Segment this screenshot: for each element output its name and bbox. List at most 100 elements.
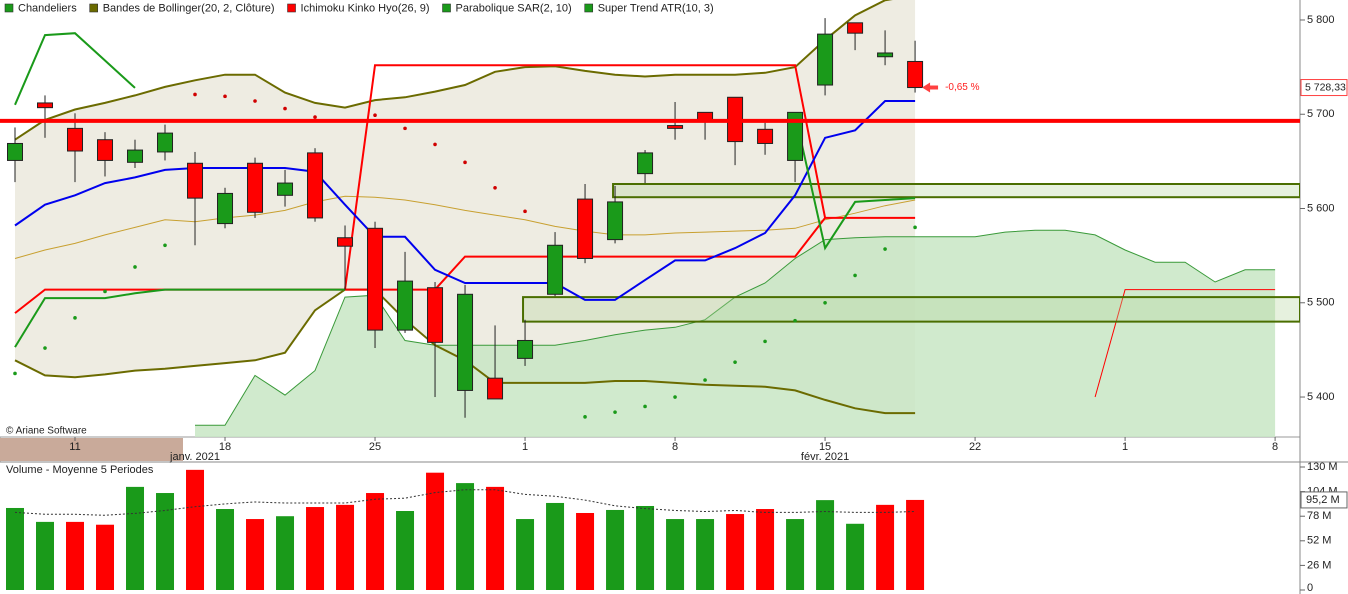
volume-bar xyxy=(786,519,805,590)
sar-dot xyxy=(793,318,797,323)
x-tick-label: 8 xyxy=(1272,441,1278,453)
volume-bar xyxy=(816,500,835,590)
candle-body xyxy=(427,287,444,343)
y-tick-label: 78 M xyxy=(1307,510,1331,522)
y-tick-label: 5 800 xyxy=(1307,14,1335,26)
candle-body xyxy=(817,33,834,86)
sar-dot xyxy=(223,94,227,99)
volume-bar xyxy=(36,521,55,590)
sar-dot xyxy=(673,395,677,399)
volume-bar xyxy=(696,519,715,590)
volume-bar xyxy=(876,504,895,590)
candle-body xyxy=(217,192,234,225)
candle-body xyxy=(277,182,294,196)
span-b-line xyxy=(1094,289,1276,398)
volume-bar xyxy=(576,512,595,590)
sar-dot xyxy=(463,160,467,165)
sar-dot xyxy=(193,92,197,97)
candle-body xyxy=(337,237,354,247)
candle-body xyxy=(667,125,684,129)
candle-body xyxy=(547,244,564,295)
candle-body xyxy=(577,198,594,259)
x-tick-label: 25 xyxy=(369,441,381,453)
y-tick-label: 5 600 xyxy=(1307,202,1335,214)
volume-bar xyxy=(276,516,295,590)
sar-dot xyxy=(253,99,257,103)
volume-bar xyxy=(906,499,925,590)
volume-bar xyxy=(366,493,385,590)
candle-body xyxy=(127,149,144,163)
legend-label: Parabolique SAR(2, 10) xyxy=(456,2,572,14)
last-volume-box xyxy=(1300,491,1348,509)
candle-body xyxy=(607,201,624,241)
change-label: -0,65 % xyxy=(945,82,980,93)
x-tick-label: 8 xyxy=(672,441,678,453)
sar-dot xyxy=(583,415,587,419)
x-tick-label: 18 xyxy=(219,441,231,453)
volume-bar xyxy=(726,514,745,590)
sar-dot xyxy=(643,404,647,409)
candle-body xyxy=(187,162,204,199)
sar-dot xyxy=(163,243,167,248)
ichimoku-chikou xyxy=(344,64,827,290)
legend-label: Super Trend ATR(10, 3) xyxy=(598,2,714,14)
volume-bar xyxy=(186,469,205,590)
candle-body xyxy=(307,152,324,219)
volume-bar xyxy=(846,523,865,590)
candle-body xyxy=(7,142,24,161)
zone xyxy=(612,183,1300,199)
legend-swatch xyxy=(442,3,451,13)
bollinger-fill xyxy=(15,0,916,414)
sar-dot xyxy=(733,360,737,364)
volume-bar xyxy=(336,504,355,590)
month-label: janv. 2021 xyxy=(169,451,220,463)
x-tick-label: 11 xyxy=(69,441,80,453)
last-price-box xyxy=(1300,79,1348,97)
volume-bar xyxy=(546,502,565,590)
volume-bar xyxy=(456,483,475,590)
sar-dot xyxy=(853,273,857,278)
volume-pane xyxy=(6,469,925,590)
sar-dot xyxy=(613,410,617,414)
last-volume-label: 95,2 M xyxy=(1306,494,1340,506)
zone xyxy=(522,296,1300,323)
sar-dot xyxy=(403,126,407,131)
volume-bar xyxy=(126,486,145,590)
x-tick-label: 22 xyxy=(969,441,981,453)
volume-bar xyxy=(756,509,775,590)
volume-bar xyxy=(516,519,535,590)
legend-label: Ichimoku Kinko Hyo(26, 9) xyxy=(301,2,430,14)
sar-dot xyxy=(763,339,767,344)
candle-body xyxy=(67,127,84,152)
price-pane xyxy=(0,0,1300,437)
candle-body xyxy=(247,162,264,213)
sar-dot xyxy=(913,225,917,230)
candle-body xyxy=(787,111,804,161)
labels: © Ariane Software Volume - Moyenne 5 Per… xyxy=(4,2,1348,594)
y-tick-label: 5 400 xyxy=(1307,391,1335,403)
candle-body xyxy=(847,22,864,34)
volume-bar xyxy=(486,486,505,590)
candle-body xyxy=(907,60,924,89)
sar-dot xyxy=(373,113,377,117)
candle-body xyxy=(37,102,54,109)
x-tick-label: 15 xyxy=(819,441,831,453)
volume-bar xyxy=(216,509,235,590)
sar-dot xyxy=(43,346,47,350)
y-tick-label: 0 xyxy=(1307,582,1313,594)
copyright: © Ariane Software xyxy=(6,426,87,437)
candle-body xyxy=(157,132,174,153)
sar-dot xyxy=(133,265,137,269)
scroll-thumb[interactable] xyxy=(0,438,183,461)
sar-dot xyxy=(703,378,707,382)
volume-ma xyxy=(14,489,916,516)
y-tick-label: 52 M xyxy=(1307,535,1331,547)
volume-bar xyxy=(426,472,445,590)
volume-bar xyxy=(66,521,85,590)
candle-body xyxy=(457,293,474,391)
last-price-label: 5 728,33 xyxy=(1305,81,1346,93)
candle-body xyxy=(877,52,894,58)
volume-bar xyxy=(666,519,685,590)
candle-body xyxy=(487,377,504,400)
sar-dot xyxy=(823,300,827,305)
